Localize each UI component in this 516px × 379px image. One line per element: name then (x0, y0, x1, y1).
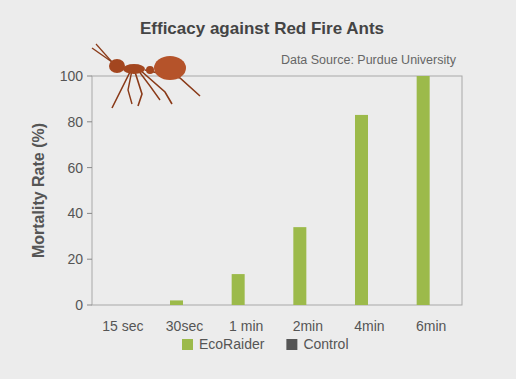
ant-thorax (123, 64, 145, 74)
ant-abdomen (154, 56, 186, 80)
bar (108, 305, 121, 306)
y-tick-label: 0 (75, 297, 83, 313)
bar (433, 305, 446, 306)
bar (170, 300, 183, 305)
legend-label: EcoRaider (199, 336, 265, 352)
y-tick (87, 167, 92, 168)
y-tick-label: 20 (67, 251, 83, 267)
background (0, 0, 516, 379)
x-tick-label: 2min (293, 318, 323, 334)
ant-leg (128, 70, 132, 104)
bar (248, 305, 261, 306)
y-tick (87, 305, 92, 306)
legend: EcoRaider Control (182, 336, 349, 352)
x-tick-label: 30sec (166, 318, 203, 334)
legend-swatch (182, 339, 193, 350)
bar (186, 305, 199, 306)
y-tick-label: 100 (60, 68, 84, 84)
x-tick-label: 4min (354, 318, 384, 334)
legend-swatch (286, 339, 297, 350)
bar (293, 227, 306, 305)
x-tick-label: 15 sec (102, 318, 143, 334)
ant-head (109, 59, 125, 73)
x-tick-label: 6min (416, 318, 446, 334)
ant-leg (135, 72, 142, 106)
bar (371, 305, 384, 306)
bar (124, 305, 137, 306)
plot-frame (92, 76, 462, 305)
bars (170, 76, 430, 305)
y-tick (87, 213, 92, 214)
subtitle: Data Source: Purdue University (281, 53, 457, 67)
chart-container: 0 20 40 60 80 100 Mortality Rate (%) 15 sec 30se… (0, 0, 516, 379)
x-tick-label: 1 min (229, 318, 263, 334)
y-tick-label: 80 (67, 114, 83, 130)
bar (417, 76, 430, 305)
y-tick-label: 60 (67, 160, 83, 176)
ant-icon (92, 44, 200, 108)
chart-svg: 0 20 40 60 80 100 Mortality Rate (%) 15 sec 30se… (0, 0, 516, 379)
y-tick (87, 259, 92, 260)
bar (355, 115, 368, 305)
ant-leg (96, 44, 112, 62)
y-tick-label: 40 (67, 205, 83, 221)
y-axis-label: Mortality Rate (%) (30, 123, 47, 258)
bar (232, 274, 245, 305)
y-tick (87, 121, 92, 122)
title: Efficacy against Red Fire Ants (140, 19, 384, 38)
ant-petiole (146, 66, 154, 74)
x-axis: 15 sec 30sec 1 min 2min 4min 6min (102, 318, 446, 334)
y-tick (87, 76, 92, 77)
legend-label: Control (303, 336, 348, 352)
y-axis: 0 20 40 60 80 100 (60, 68, 92, 313)
bar (309, 305, 322, 306)
